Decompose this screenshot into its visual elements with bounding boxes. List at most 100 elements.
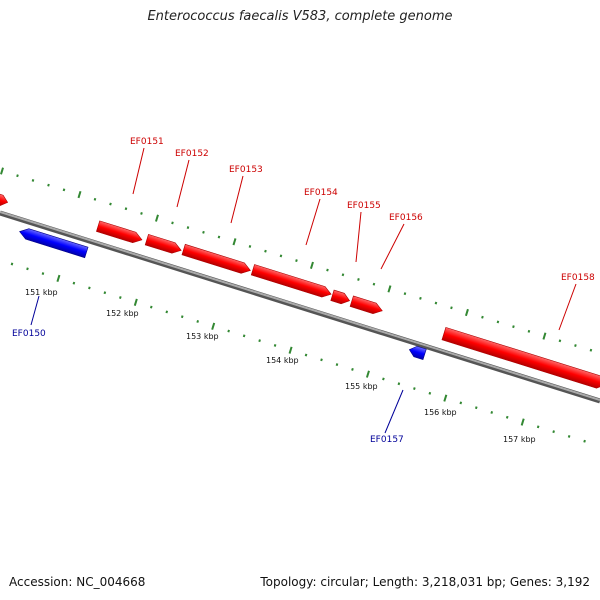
- genome-title: Enterococcus faecalis V583, complete gen…: [147, 9, 453, 24]
- lower-minor-tick: [165, 310, 169, 314]
- upper-minor-tick: [124, 207, 128, 211]
- gene-label-ef0151[interactable]: EF0151: [130, 137, 164, 147]
- upper-minor-tick: [109, 202, 112, 206]
- gene-label-ef0156[interactable]: EF0156: [389, 213, 423, 223]
- tick-row-upper: [0, 167, 593, 352]
- upper-minor-tick: [496, 320, 500, 324]
- gene-arrow-ef0155[interactable]: [330, 289, 351, 306]
- upper-minor-tick: [512, 325, 515, 329]
- gene-arrow-ef0149[interactable]: [0, 191, 9, 207]
- lower-minor-tick: [536, 425, 540, 429]
- lower-minor-tick: [258, 339, 261, 343]
- lower-minor-tick: [242, 334, 246, 338]
- lower-minor-tick: [567, 435, 571, 438]
- genome-summary: Topology: circular; Length: 3,218,031 bp…: [260, 575, 590, 589]
- upper-minor-tick: [481, 315, 484, 319]
- lower-minor-tick: [490, 411, 494, 414]
- upper-minor-tick: [62, 188, 66, 192]
- upper-minor-tick: [171, 221, 174, 225]
- lower-minor-tick: [26, 267, 29, 271]
- gene-label-ef0158[interactable]: EF0158: [561, 273, 595, 283]
- gene-leader-line: [355, 211, 362, 263]
- lower-major-tick: [133, 298, 138, 306]
- lower-minor-tick: [41, 272, 45, 276]
- upper-minor-tick: [558, 339, 562, 343]
- upper-minor-tick: [217, 235, 221, 239]
- lower-minor-tick: [552, 430, 555, 434]
- scale-label: 154 kbp: [266, 356, 299, 365]
- upper-minor-tick: [264, 249, 267, 253]
- upper-minor-tick: [372, 282, 376, 286]
- lower-minor-tick: [10, 262, 14, 266]
- gene-leader-line: [176, 159, 190, 208]
- upper-major-tick: [542, 332, 547, 340]
- gene-arrow-ef0150[interactable]: [18, 226, 89, 259]
- lower-minor-tick: [397, 382, 401, 386]
- lower-minor-tick: [196, 320, 200, 323]
- lower-major-tick: [56, 274, 61, 283]
- upper-minor-tick: [140, 212, 143, 215]
- upper-minor-tick: [248, 245, 252, 248]
- scale-label: 157 kbp: [503, 435, 536, 444]
- lower-minor-tick: [505, 415, 509, 419]
- upper-minor-tick: [326, 268, 329, 272]
- lower-major-tick: [443, 394, 448, 402]
- upper-minor-tick: [434, 301, 438, 305]
- upper-minor-tick: [450, 306, 453, 310]
- upper-major-tick: [155, 214, 159, 222]
- upper-minor-tick: [589, 348, 593, 352]
- lower-minor-tick: [149, 305, 153, 309]
- gene-label-ef0154[interactable]: EF0154: [304, 188, 338, 198]
- upper-minor-tick: [527, 329, 531, 333]
- upper-minor-tick: [31, 178, 35, 182]
- upper-major-tick: [387, 285, 392, 293]
- gene-label-ef0153[interactable]: EF0153: [229, 165, 263, 175]
- gene-arrow-ef0153[interactable]: [181, 243, 252, 275]
- upper-major-tick: [0, 167, 4, 175]
- genome-backbone: [0, 210, 600, 404]
- upper-minor-tick: [574, 344, 577, 347]
- lower-minor-tick: [320, 358, 323, 362]
- lower-minor-tick: [428, 391, 432, 395]
- upper-minor-tick: [403, 292, 407, 296]
- scale-label: 155 kbp: [345, 382, 378, 391]
- gene-label-ef0152[interactable]: EF0152: [175, 149, 209, 159]
- gene-label-ef0150[interactable]: EF0150: [12, 329, 46, 339]
- gene-label-ef0155[interactable]: EF0155: [347, 201, 381, 211]
- lower-minor-tick: [304, 353, 308, 357]
- scale-label: 153 kbp: [186, 332, 219, 341]
- lower-minor-tick: [382, 377, 385, 381]
- gene-arrow-ef0154[interactable]: [250, 264, 333, 299]
- upper-major-tick: [232, 238, 237, 246]
- gene-arrow-ef0156[interactable]: [349, 295, 384, 316]
- upper-minor-tick: [93, 197, 97, 201]
- lower-minor-tick: [72, 281, 76, 285]
- lower-minor-tick: [88, 286, 91, 290]
- lower-minor-tick: [180, 315, 184, 319]
- upper-minor-tick: [295, 259, 298, 263]
- scale-label: 151 kbp: [25, 288, 58, 297]
- scale-label: 156 kbp: [424, 408, 457, 417]
- gene-leader-line: [384, 389, 404, 434]
- gene-label-ef0157[interactable]: EF0157: [370, 435, 404, 445]
- gene-features: [0, 191, 600, 390]
- upper-minor-tick: [202, 230, 205, 234]
- gene-arrow-ef0158[interactable]: [441, 327, 600, 390]
- lower-minor-tick: [474, 406, 478, 410]
- gene-arrow-ef0152[interactable]: [144, 233, 183, 255]
- gene-leader-line: [230, 175, 244, 224]
- lower-major-tick: [365, 370, 370, 378]
- gene-leader-line: [380, 223, 405, 270]
- gene-labels: EF0150 EF0151 EF0152 EF0153 EF0154 EF0155 EF01…: [12, 137, 595, 445]
- upper-major-tick: [309, 261, 314, 269]
- scale-labels: 151 kbp 152 kbp 153 kbp 154 kbp 155 kbp 156 k…: [25, 288, 536, 444]
- lower-minor-tick: [335, 363, 339, 367]
- lower-minor-tick: [273, 343, 277, 347]
- gene-arrow-ef0151[interactable]: [96, 220, 143, 245]
- lower-major-tick: [288, 346, 293, 354]
- lower-minor-tick: [351, 367, 354, 371]
- gene-arrow-ef0157[interactable]: [408, 344, 427, 361]
- upper-minor-tick: [341, 273, 345, 277]
- lower-minor-tick: [413, 387, 416, 390]
- scale-label: 152 kbp: [106, 309, 139, 318]
